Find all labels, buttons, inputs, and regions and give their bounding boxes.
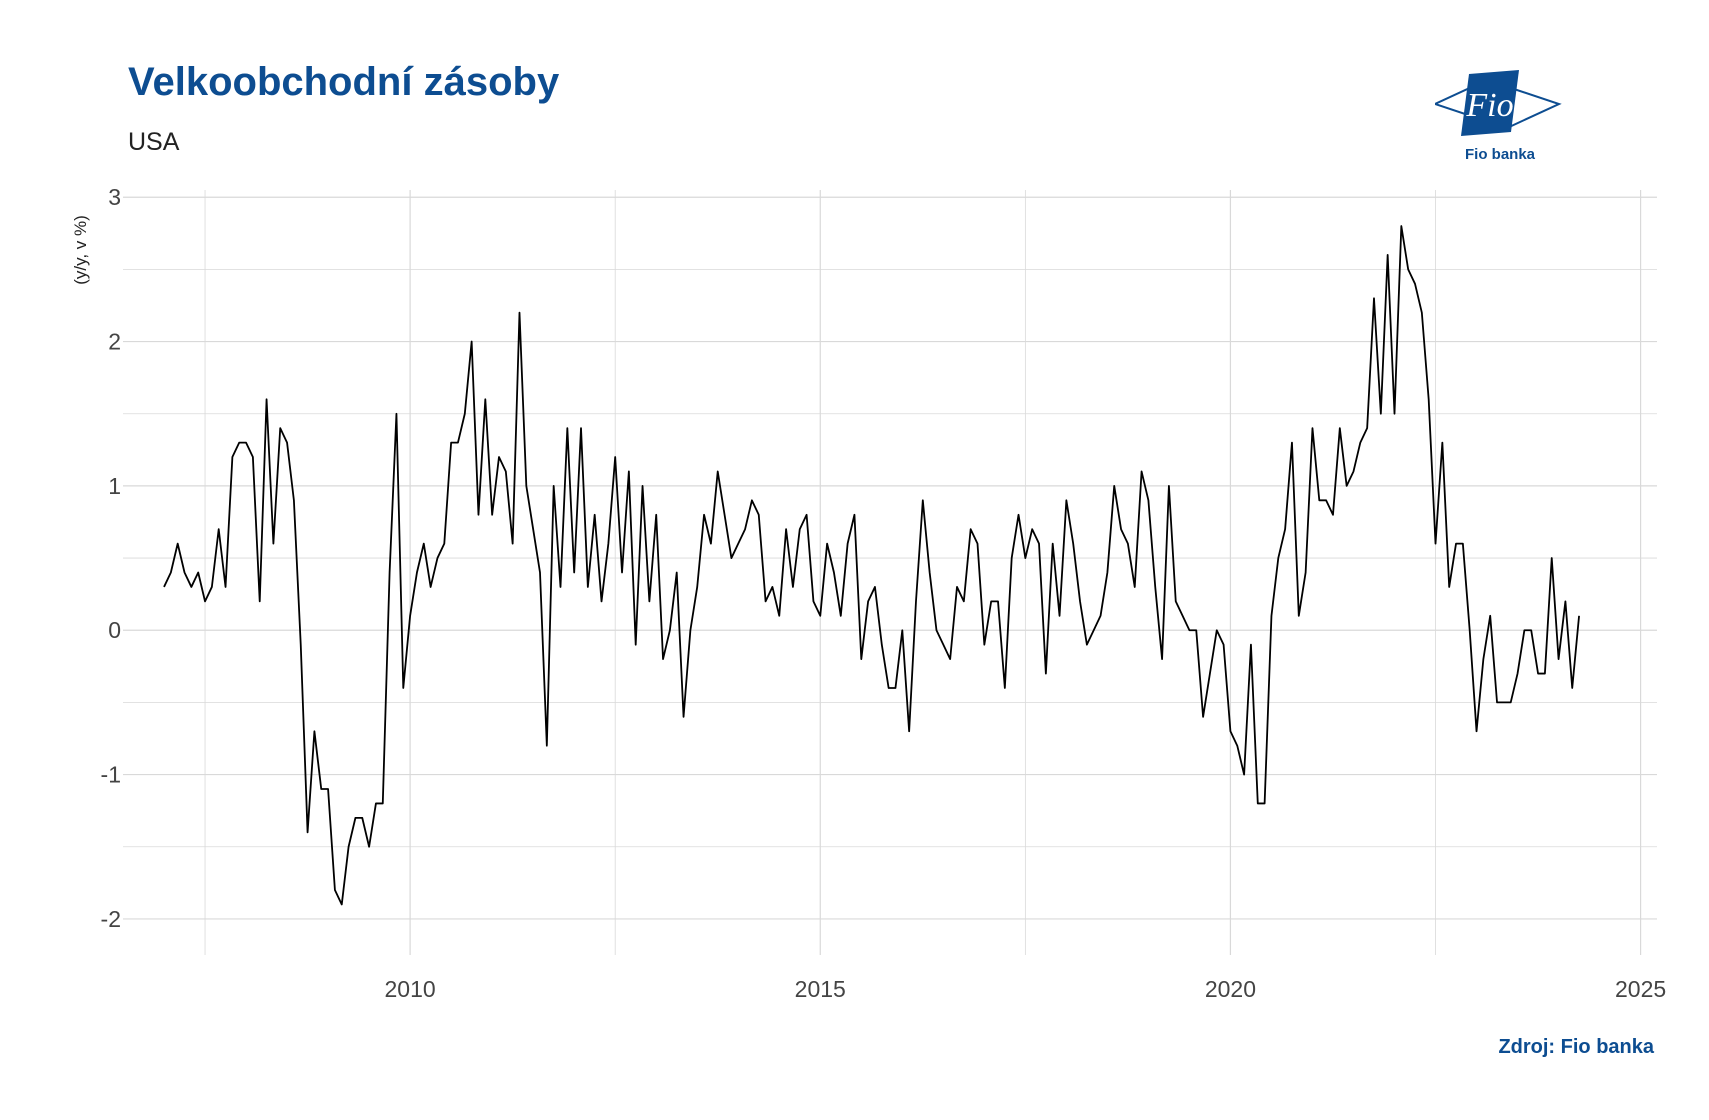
fio-logo-icon: Fio	[1432, 70, 1562, 136]
x-tick-label: 2020	[1205, 976, 1256, 1002]
logo-text: Fio	[1465, 87, 1513, 124]
series-line	[163, 225, 1580, 906]
logo-caption: Fio banka	[1465, 146, 1536, 163]
fio-logo: Fio	[1432, 70, 1570, 170]
y-tick-label: 1	[108, 473, 121, 499]
chart-title: Velkoobchodní zásoby	[128, 60, 560, 104]
chart-subtitle: USA	[128, 128, 180, 156]
y-tick-label: -2	[101, 906, 121, 932]
y-tick-label: 3	[108, 184, 121, 210]
y-axis-ticks: -2 -1 0 1 2 3	[101, 184, 121, 932]
x-tick-label: 2010	[385, 976, 436, 1002]
y-tick-label: -1	[101, 762, 121, 788]
y-axis-label: (y/y, v %)	[71, 215, 90, 285]
source-note: Zdroj: Fio banka	[1498, 1036, 1654, 1058]
x-axis-ticks: 2010 2015 2020 2025	[385, 976, 1667, 1002]
y-tick-label: 0	[108, 617, 121, 643]
y-tick-label: 2	[108, 329, 121, 355]
gridlines	[123, 190, 1657, 955]
x-tick-label: 2025	[1615, 976, 1666, 1002]
x-tick-label: 2015	[795, 976, 846, 1002]
